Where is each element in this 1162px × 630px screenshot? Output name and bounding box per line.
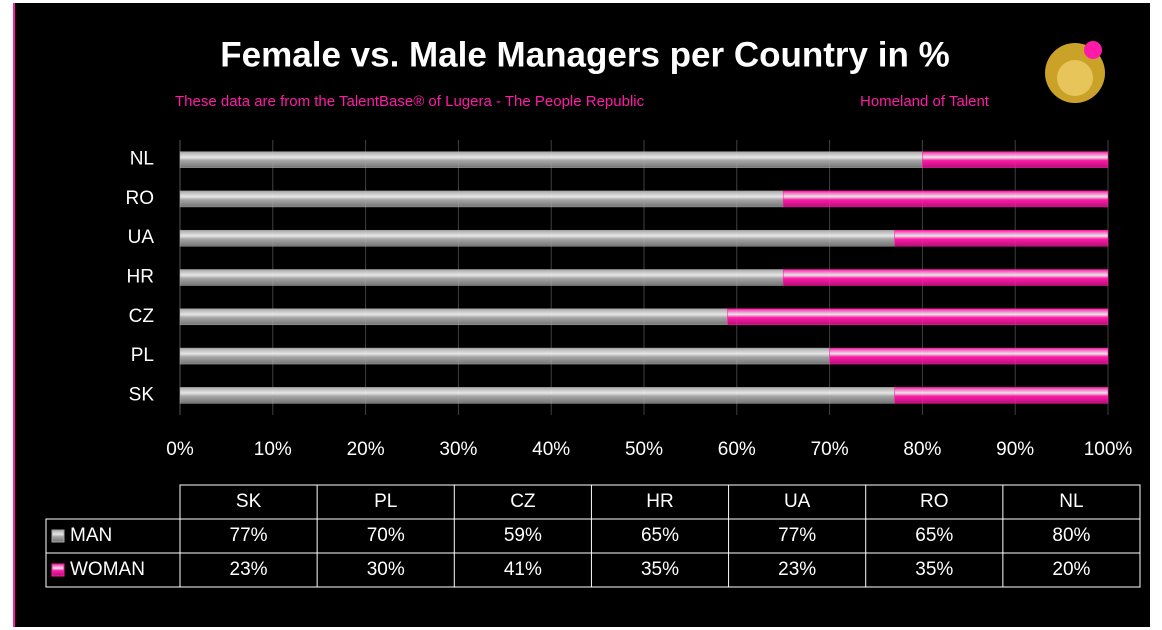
y-tick-label: NL	[130, 149, 154, 170]
table-value: 59%	[504, 525, 542, 546]
table-value: 35%	[915, 559, 953, 580]
bar-segment	[782, 190, 1109, 208]
logo	[1045, 41, 1105, 103]
table-header: SK	[236, 491, 262, 512]
bar-segment	[179, 269, 784, 286]
y-tick-label: CZ	[129, 306, 155, 327]
y-tick-label: PL	[131, 345, 154, 366]
y-tick-label: HR	[127, 267, 154, 288]
y-tick-label: RO	[126, 188, 155, 209]
bar-segment	[922, 151, 1109, 168]
x-tick-label: 20%	[347, 439, 385, 460]
x-tick-label: 50%	[625, 439, 663, 460]
annotation: Homeland of Talent	[860, 93, 990, 110]
bar-segment	[894, 229, 1109, 247]
table-value: 70%	[367, 525, 405, 546]
table-value: 77%	[230, 525, 268, 546]
bar-segment	[179, 387, 895, 404]
table-value: 41%	[504, 559, 542, 580]
x-tick-label: 40%	[532, 439, 570, 460]
table-header: CZ	[510, 491, 536, 512]
bar-segment	[179, 229, 895, 247]
table-value: 23%	[778, 559, 816, 580]
x-tick-label: 90%	[996, 439, 1034, 460]
table-value: 23%	[230, 559, 268, 580]
logo-face	[1057, 60, 1093, 96]
x-tick-label: 30%	[439, 439, 477, 460]
table-header: HR	[646, 491, 673, 512]
bar-segment	[782, 269, 1109, 286]
x-tick-label: 0%	[166, 439, 194, 460]
x-tick-label: 80%	[903, 439, 941, 460]
x-tick-label: 10%	[254, 439, 292, 460]
table-value: 65%	[641, 525, 679, 546]
table-header: PL	[374, 491, 397, 512]
table-value: 77%	[778, 525, 816, 546]
chart-subtitle: These data are from the TalentBase® of L…	[175, 93, 645, 110]
legend-label: WOMAN	[70, 559, 145, 580]
y-tick-label: UA	[128, 227, 155, 248]
table-header: RO	[920, 491, 949, 512]
bar-segment	[829, 347, 1109, 365]
x-tick-label: 100%	[1084, 439, 1133, 460]
bar-segment	[179, 308, 728, 326]
table-value: 20%	[1052, 559, 1090, 580]
table-value: 30%	[367, 559, 405, 580]
bar-segment	[894, 387, 1109, 404]
bar-segment	[179, 151, 923, 168]
bar-segment	[179, 190, 784, 208]
x-tick-label: 60%	[718, 439, 756, 460]
table-value: 80%	[1052, 525, 1090, 546]
table-value: 65%	[915, 525, 953, 546]
legend-swatch	[51, 529, 65, 543]
bar-segment	[727, 308, 1109, 326]
legend-swatch	[51, 563, 65, 577]
table-value: 35%	[641, 559, 679, 580]
table-header: NL	[1059, 491, 1083, 512]
table-header: UA	[784, 491, 811, 512]
y-tick-label: SK	[129, 384, 155, 405]
bar-segment	[179, 347, 830, 365]
logo-flower	[1084, 41, 1102, 59]
legend-label: MAN	[70, 525, 112, 546]
chart-title: Female vs. Male Managers per Country in …	[220, 35, 949, 74]
x-tick-label: 70%	[811, 439, 849, 460]
